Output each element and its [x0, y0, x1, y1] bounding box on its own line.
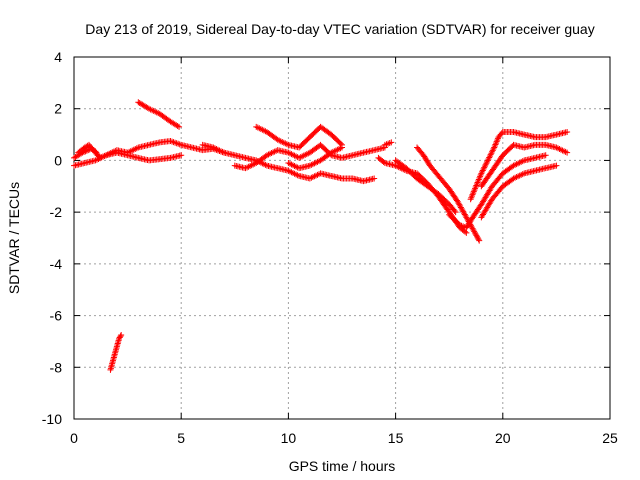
- data-point: [472, 231, 479, 238]
- data-point: [339, 144, 345, 151]
- data-point: [489, 148, 496, 155]
- data-point: [474, 233, 481, 240]
- ticks: 0 5 10 15 20 25 -10 -8 -6 -4 -2 0 2 4: [42, 49, 618, 446]
- data-point: [492, 141, 499, 148]
- data-point: [176, 123, 183, 130]
- data-point: [452, 209, 459, 216]
- data-point: [83, 147, 90, 154]
- data-point: [479, 168, 486, 175]
- data-point: [178, 152, 185, 159]
- x-tick-label: 25: [602, 430, 618, 446]
- chart-title: Day 213 of 2019, Sidereal Day-to-day VTE…: [85, 21, 594, 37]
- x-tick-label: 5: [177, 430, 185, 446]
- data-point: [564, 128, 571, 135]
- data-point: [116, 335, 123, 342]
- data-point: [542, 152, 549, 159]
- y-tick-label: -2: [50, 204, 63, 220]
- plot-frame: [73, 56, 611, 420]
- data-point: [118, 331, 125, 338]
- data-point: [480, 166, 487, 173]
- data-point: [564, 149, 571, 156]
- y-tick-label: -6: [50, 308, 63, 324]
- x-tick-label: 10: [281, 430, 297, 446]
- data-point: [94, 152, 101, 159]
- data-point: [553, 162, 560, 169]
- data-point: [371, 175, 378, 182]
- data-point: [493, 138, 500, 145]
- data-point: [117, 333, 124, 340]
- data-point: [485, 155, 492, 162]
- grid: [74, 57, 610, 419]
- data-point: [484, 158, 491, 165]
- data-point: [498, 130, 505, 137]
- data-point: [475, 236, 482, 243]
- data-point: [116, 334, 123, 341]
- data-point: [174, 122, 181, 129]
- data-point: [487, 151, 494, 158]
- data-point: [93, 150, 100, 157]
- y-tick-label: 4: [54, 49, 62, 65]
- y-tick-label: -10: [42, 411, 62, 427]
- data-point: [380, 158, 387, 165]
- data-point: [481, 163, 488, 170]
- data-point: [483, 160, 490, 167]
- data-point: [478, 170, 485, 177]
- data-point: [488, 150, 495, 157]
- data-point: [451, 207, 458, 214]
- y-tick-label: 2: [54, 101, 62, 117]
- data-point: [471, 229, 478, 236]
- data-point: [484, 157, 491, 164]
- data-point: [494, 137, 501, 144]
- data-point: [493, 140, 500, 147]
- y-tick-label: 0: [54, 152, 62, 168]
- x-tick-label: 20: [495, 430, 511, 446]
- data-point: [473, 232, 480, 239]
- data-point: [486, 154, 493, 161]
- data-point: [481, 164, 488, 171]
- data-point: [463, 229, 470, 236]
- data-point: [476, 237, 483, 244]
- data-point: [491, 144, 498, 151]
- data-point: [490, 145, 497, 152]
- data-point: [471, 228, 478, 235]
- data-points: [71, 99, 571, 373]
- data-point: [489, 147, 496, 154]
- x-axis-label: GPS time / hours: [289, 458, 396, 474]
- data-point: [482, 161, 489, 168]
- x-tick-label: 15: [388, 430, 404, 446]
- y-axis-label: SDTVAR / TECUs: [6, 182, 22, 294]
- data-point: [479, 167, 486, 174]
- data-point: [388, 139, 395, 146]
- y-tick-label: -8: [50, 359, 63, 375]
- data-point: [486, 153, 493, 160]
- data-point: [474, 235, 481, 241]
- y-tick-label: -4: [50, 256, 63, 272]
- x-tick-label: 0: [70, 430, 78, 446]
- data-point: [491, 143, 498, 150]
